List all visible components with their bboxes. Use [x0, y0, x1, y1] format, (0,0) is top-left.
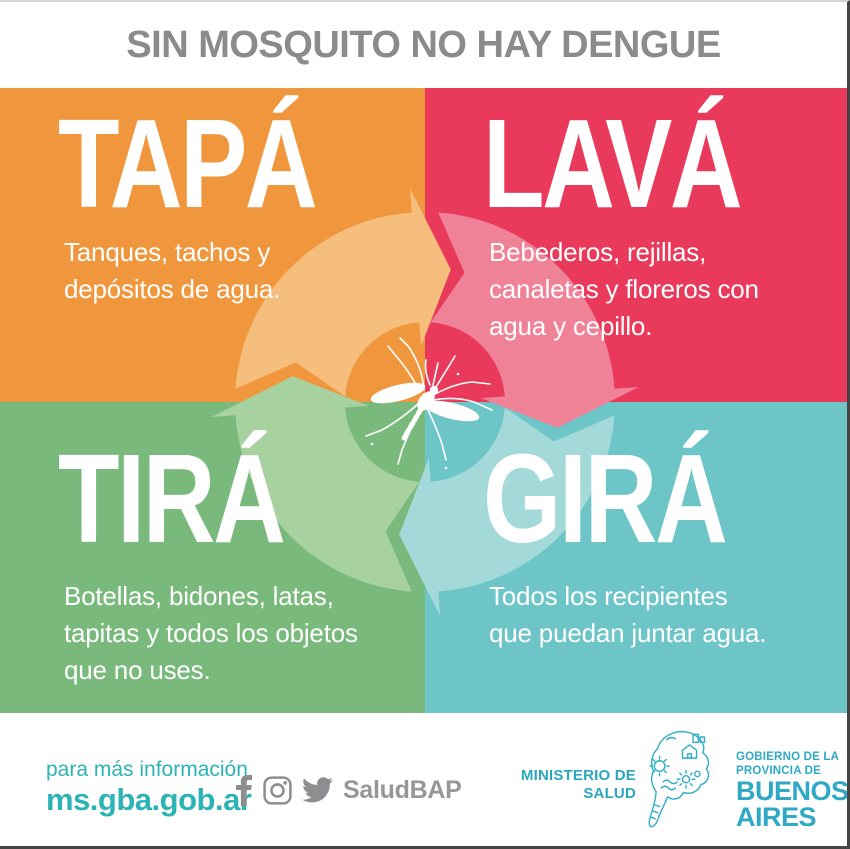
social-handle[interactable]: SaludBAP [343, 775, 462, 804]
social-block: SaludBAP [236, 773, 462, 807]
government-line3: BUENOS [736, 776, 849, 806]
quadrant-tapa-word: TAPÁ [58, 93, 318, 234]
info-block: para más información ms.gba.gob.ar [46, 757, 252, 817]
quadrant-grid: TAPÁ Tanques, tachos y depósitos de agua… [0, 88, 847, 713]
ministry-block: MINISTERIO DE SALUD [498, 767, 636, 803]
facebook-icon[interactable] [236, 774, 253, 806]
ministry-line2: SALUD [583, 785, 636, 802]
quadrant-tapa: TAPÁ Tanques, tachos y depósitos de agua… [0, 88, 425, 402]
buenos-aires-map-doodle [642, 722, 730, 845]
government-line2: PROVINCIA DE [736, 765, 822, 777]
quadrant-lava: LAVÁ Bebederos, rejillas, canaletas y fl… [425, 88, 847, 402]
quadrant-lava-word: LAVÁ [483, 93, 743, 234]
twitter-icon[interactable] [302, 777, 333, 803]
poster-header: SIN MOSQUITO NO HAY DENGUE [0, 2, 847, 88]
government-line1: GOBIERNO DE LA [736, 751, 840, 763]
government-block: GOBIERNO DE LA PROVINCIA DE BUENOS AIRES [736, 750, 849, 832]
quadrant-tira: TIRÁ Botellas, bidones, latas, tapitas y… [0, 402, 425, 713]
government-line4: AIRES [736, 802, 817, 832]
quadrant-tira-description: Botellas, bidones, latas, tapitas y todo… [64, 581, 358, 685]
ministry-line1: MINISTERIO DE [520, 767, 636, 784]
info-url-link[interactable]: ms.gba.gob.ar [46, 782, 252, 817]
quadrant-lava-description: Bebederos, rejillas, canaletas y florero… [489, 237, 759, 341]
poster-title: SIN MOSQUITO NO HAY DENGUE [126, 23, 721, 66]
quadrant-gira-description: Todos los recipientes que puedan juntar … [489, 581, 767, 648]
quadrant-tapa-description: Tanques, tachos y depósitos de agua. [64, 237, 281, 304]
quadrant-tira-word: TIRÁ [58, 428, 286, 569]
quadrant-gira-word: GIRÁ [483, 428, 728, 569]
quadrant-gira: GIRÁ Todos los recipientes que puedan ju… [425, 402, 847, 713]
instagram-icon[interactable] [263, 775, 292, 805]
info-label: para más información [46, 758, 248, 781]
poster-footer: para más información ms.gba.gob.ar Salud… [0, 713, 847, 846]
